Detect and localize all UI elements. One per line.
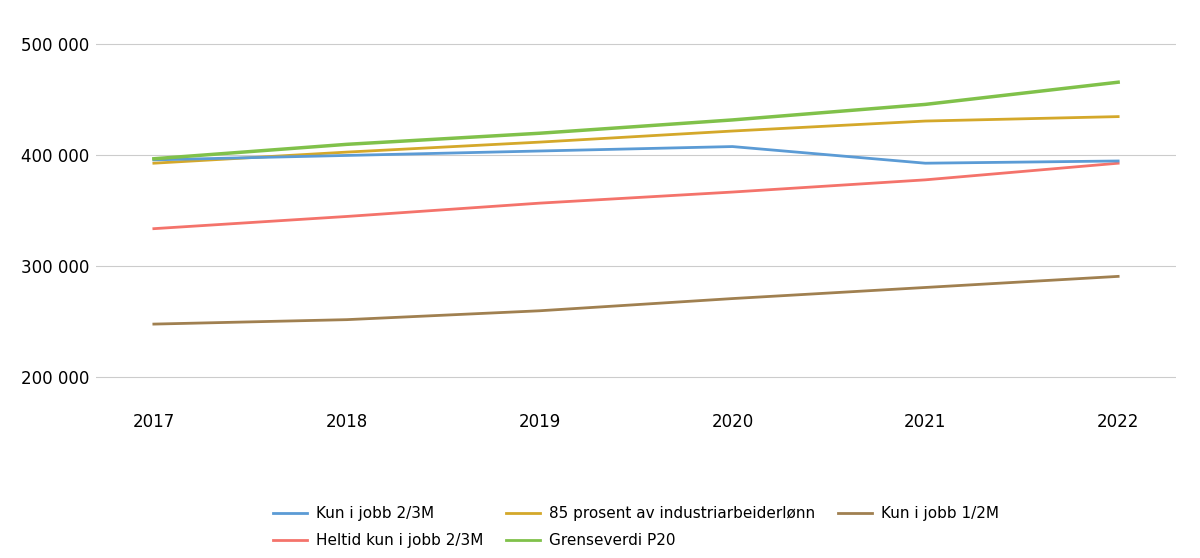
Legend: Kun i jobb 2/3M, Heltid kun i jobb 2/3M, 85 prosent av industriarbeiderlønn, Gre: Kun i jobb 2/3M, Heltid kun i jobb 2/3M,… <box>274 506 998 548</box>
